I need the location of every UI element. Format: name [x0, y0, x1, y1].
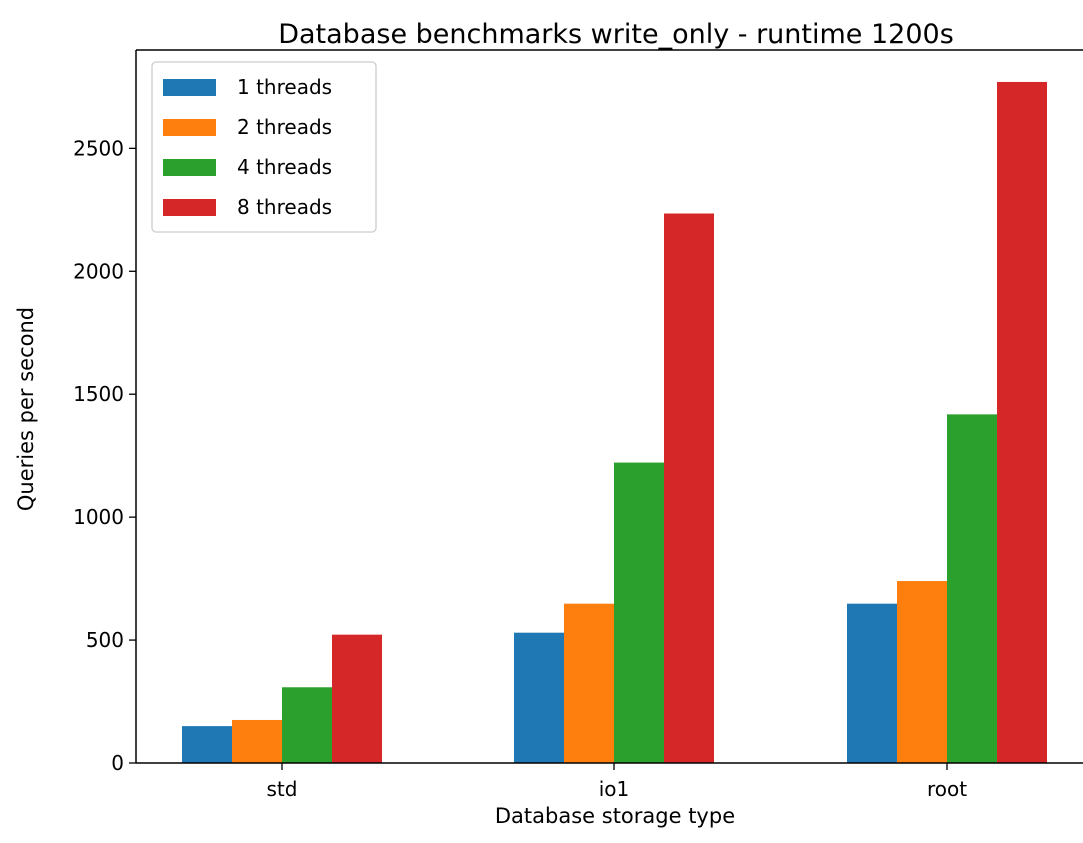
- bar-std-2-threads: [232, 719, 282, 763]
- bar-io1-8-threads: [664, 213, 714, 763]
- bars-layer: [182, 81, 1047, 763]
- legend-label: 2 threads: [237, 115, 332, 139]
- chart-title: Database benchmarks write_only - runtime…: [278, 19, 954, 50]
- legend-swatch: [163, 79, 216, 96]
- bar-io1-1-threads: [514, 632, 564, 763]
- legend-box: [151, 61, 377, 233]
- x-axis-label: Database storage type: [495, 804, 735, 828]
- y-axis-label: Queries per second: [14, 307, 38, 511]
- y-tick-label: 1000: [73, 505, 124, 529]
- bar-std-1-threads: [182, 726, 232, 763]
- bar-io1-4-threads: [614, 462, 664, 763]
- legend-swatch: [163, 159, 216, 176]
- bar-root-2-threads: [897, 581, 947, 763]
- legend-swatch: [163, 119, 216, 136]
- legend-label: 8 threads: [237, 195, 332, 219]
- axes-layer: [135, 49, 1083, 764]
- bar-root-1-threads: [847, 603, 897, 763]
- y-tick-label: 1500: [73, 382, 124, 406]
- x-tick-label: root: [927, 777, 967, 801]
- bar-std-4-threads: [282, 687, 332, 763]
- y-tick-label: 2000: [73, 259, 124, 283]
- legend-label: 1 threads: [237, 75, 332, 99]
- y-tick-label: 500: [86, 628, 124, 652]
- ticks-layer: 0 500 1000 1500 2000 2500 std io1 root: [73, 136, 967, 801]
- x-tick-label: std: [267, 777, 298, 801]
- y-tick-label: 0: [111, 751, 124, 775]
- bar-std-8-threads: [332, 634, 382, 763]
- bar-io1-2-threads: [564, 603, 614, 763]
- x-tick-label: io1: [599, 777, 630, 801]
- y-tick-label: 2500: [73, 136, 124, 160]
- bar-root-4-threads: [947, 414, 997, 763]
- legend-label: 4 threads: [237, 155, 332, 179]
- legend: 1 threads 2 threads 4 threads 8 threads: [151, 61, 377, 233]
- legend-swatch: [163, 199, 216, 216]
- bar-root-8-threads: [997, 81, 1047, 763]
